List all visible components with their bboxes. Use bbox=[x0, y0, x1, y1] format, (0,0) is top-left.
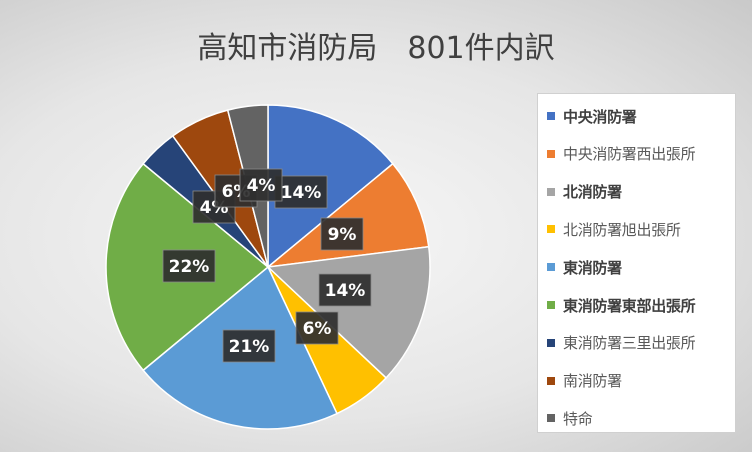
data-label-text: 6% bbox=[303, 319, 332, 339]
legend-item: 北消防署旭出張所 bbox=[547, 217, 733, 241]
data-label: 6% bbox=[295, 311, 339, 345]
legend-label: 北消防署 bbox=[563, 183, 622, 202]
legend-item: 東消防署三里出張所 bbox=[547, 331, 733, 355]
legend-label: 東消防署 bbox=[563, 258, 622, 277]
data-label-box bbox=[162, 249, 216, 283]
legend-item: 特命 bbox=[547, 406, 733, 430]
legend-swatch bbox=[547, 414, 555, 423]
chart-title: 高知市消防局 801件内訳 bbox=[197, 31, 554, 66]
data-label-text: 14% bbox=[281, 183, 322, 203]
data-label: 21% bbox=[222, 329, 276, 363]
legend-item: 東消防署 bbox=[547, 255, 733, 279]
legend-item: 東消防署東部出張所 bbox=[547, 293, 733, 317]
legend-label: 東消防署東部出張所 bbox=[563, 296, 696, 315]
data-label-text: 21% bbox=[229, 337, 270, 357]
data-label: 14% bbox=[318, 273, 372, 307]
data-label: 9% bbox=[320, 217, 364, 251]
data-label-box bbox=[320, 217, 364, 251]
pie-slice bbox=[265, 162, 430, 269]
legend-item: 中央消防署西出張所 bbox=[547, 142, 733, 166]
legend: 中央消防署中央消防署西出張所 北消防署北消防署旭出張所 東消防署東消防署東部出張所東… bbox=[537, 93, 736, 433]
data-label-box bbox=[274, 175, 328, 209]
legend-swatch bbox=[547, 338, 555, 347]
data-label-box bbox=[222, 329, 276, 363]
legend-label: 中央消防署西出張所 bbox=[563, 145, 696, 164]
legend-swatch bbox=[547, 187, 555, 196]
data-label-box bbox=[239, 168, 283, 202]
legend-label: 北消防署旭出張所 bbox=[563, 220, 681, 239]
legend-item: 南消防署 bbox=[547, 369, 733, 393]
data-label-box bbox=[295, 311, 339, 345]
data-label: 22% bbox=[162, 249, 216, 283]
data-label: 14% bbox=[274, 175, 328, 209]
data-label-text: 22% bbox=[169, 257, 210, 277]
data-label: 4% bbox=[239, 168, 283, 202]
legend-label: 東消防署三里出張所 bbox=[563, 334, 696, 353]
data-label-text: 14% bbox=[325, 281, 366, 301]
legend-item: 北消防署 bbox=[547, 180, 733, 204]
legend-swatch bbox=[547, 112, 555, 120]
data-label-text: 9% bbox=[328, 225, 357, 245]
legend-swatch bbox=[547, 149, 555, 158]
legend-label: 特命 bbox=[563, 409, 593, 428]
legend-item: 中央消防署 bbox=[547, 104, 733, 128]
pie-slice bbox=[266, 245, 431, 379]
legend-swatch bbox=[547, 376, 555, 385]
legend-swatch bbox=[547, 263, 555, 272]
legend-swatch bbox=[547, 225, 555, 234]
data-label-box bbox=[318, 273, 372, 307]
pie-slice bbox=[267, 104, 394, 269]
legend-swatch bbox=[547, 301, 555, 309]
legend-label: 中央消防署 bbox=[563, 107, 637, 126]
legend-label: 南消防署 bbox=[563, 372, 622, 391]
data-label-text: 4% bbox=[247, 176, 276, 196]
